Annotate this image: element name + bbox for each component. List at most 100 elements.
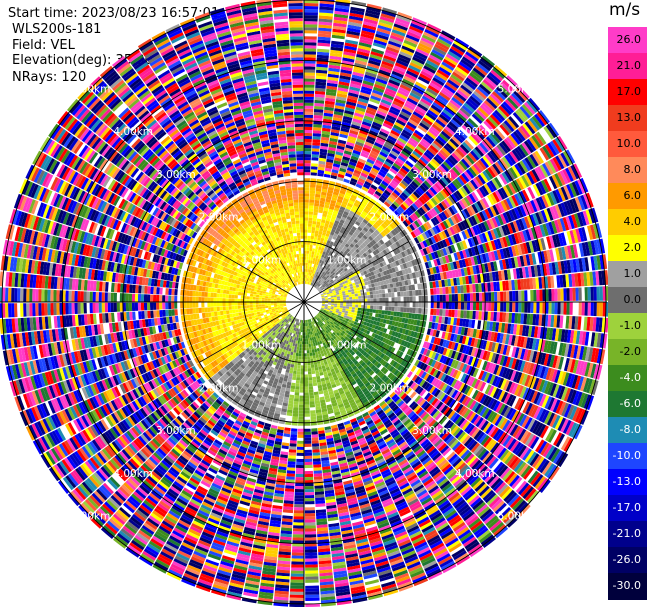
velocity-gate: [438, 280, 443, 288]
velocity-gate: [333, 207, 340, 212]
velocity-gate: [382, 280, 387, 285]
velocity-gate: [394, 306, 398, 312]
velocity-gate: [529, 154, 539, 167]
velocity-gate: [435, 280, 440, 288]
velocity-gate: [326, 260, 331, 264]
velocity-gate: [333, 114, 343, 119]
velocity-gate: [339, 291, 343, 295]
velocity-gate: [452, 116, 463, 127]
velocity-gate: [498, 105, 510, 118]
velocity-gate: [334, 230, 340, 235]
velocity-gate: [332, 194, 339, 199]
velocity-gate: [506, 168, 516, 181]
velocity-gate: [360, 292, 364, 296]
velocity-gate: [392, 236, 398, 243]
velocity-gate: [552, 205, 560, 219]
velocity-gate: [494, 161, 504, 173]
velocity-gate: [407, 185, 415, 193]
velocity-gate: [331, 34, 345, 40]
velocity-gate: [586, 316, 591, 331]
velocity-gate: [323, 112, 333, 117]
velocity-gate: [418, 308, 422, 314]
velocity-gate: [420, 119, 432, 128]
velocity-gate: [346, 98, 358, 104]
velocity-gate: [484, 76, 498, 88]
velocity-gate: [358, 191, 366, 198]
velocity-gate: [387, 310, 392, 316]
velocity-gate: [446, 228, 453, 237]
velocity-gate: [484, 168, 494, 180]
velocity-gate: [417, 314, 422, 320]
velocity-gate: [519, 125, 531, 138]
velocity-gate: [387, 111, 398, 119]
velocity-gate: [358, 283, 363, 287]
velocity-gate: [406, 273, 411, 280]
velocity-gate: [314, 284, 318, 288]
velocity-gate: [442, 271, 448, 280]
velocity-gate: [439, 32, 454, 43]
velocity-gate: [328, 208, 334, 213]
velocity-gate: [419, 241, 426, 249]
velocity-gate: [334, 105, 345, 110]
velocity-gate: [329, 140, 338, 146]
velocity-gate: [317, 249, 321, 254]
velocity-gate: [340, 66, 353, 72]
velocity-gate: [399, 182, 407, 190]
velocity-gate: [335, 1, 350, 7]
velocity-gate: [308, 211, 314, 215]
velocity-gate: [394, 297, 398, 302]
velocity-gate: [445, 172, 454, 182]
velocity-gate: [353, 169, 362, 175]
velocity-gate: [354, 166, 363, 173]
velocity-gate: [328, 64, 341, 70]
velocity-gate: [334, 266, 338, 270]
velocity-gate: [425, 190, 433, 199]
velocity-gate: [312, 139, 321, 143]
velocity-gate: [352, 304, 356, 308]
velocity-gate: [365, 138, 375, 145]
velocity-gate: [340, 273, 345, 278]
velocity-gate: [383, 55, 397, 62]
velocity-gate: [385, 253, 390, 260]
velocity-gate: [584, 302, 588, 316]
velocity-gate: [456, 176, 465, 186]
velocity-gate: [537, 251, 543, 264]
velocity-gate: [354, 109, 365, 116]
velocity-gate: [330, 262, 335, 267]
velocity-gate: [416, 218, 423, 226]
velocity-gate: [440, 111, 452, 121]
velocity-gate: [589, 317, 594, 332]
velocity-gate: [395, 281, 400, 287]
velocity-gate: [336, 214, 342, 220]
velocity-gate: [589, 224, 597, 240]
velocity-gate: [394, 20, 409, 29]
velocity-gate: [510, 257, 516, 269]
velocity-gate: [366, 311, 370, 316]
velocity-gate: [461, 158, 471, 169]
velocity-gate: [309, 199, 315, 203]
velocity-gate: [388, 205, 396, 212]
velocity-gate: [359, 223, 365, 229]
velocity-gate: [395, 226, 402, 233]
velocity-gate: [327, 149, 336, 155]
velocity-gate: [437, 151, 447, 161]
velocity-gate: [382, 192, 390, 199]
velocity-gate: [436, 69, 450, 79]
velocity-gate: [393, 145, 403, 153]
velocity-gate: [341, 281, 346, 285]
velocity-gate: [319, 203, 325, 208]
velocity-gate: [370, 217, 377, 224]
velocity-gate: [363, 240, 369, 246]
velocity-gate: [530, 302, 534, 314]
velocity-gate: [383, 143, 393, 150]
velocity-gate: [315, 242, 320, 247]
velocity-gate: [322, 124, 332, 129]
velocity-gate: [377, 285, 382, 290]
velocity-gate: [470, 165, 480, 176]
velocity-gate: [389, 167, 398, 175]
velocity-gate: [531, 253, 537, 265]
velocity-gate: [563, 185, 572, 200]
velocity-gate: [367, 248, 373, 254]
velocity-gate: [462, 249, 468, 259]
velocity-gate: [442, 86, 454, 97]
